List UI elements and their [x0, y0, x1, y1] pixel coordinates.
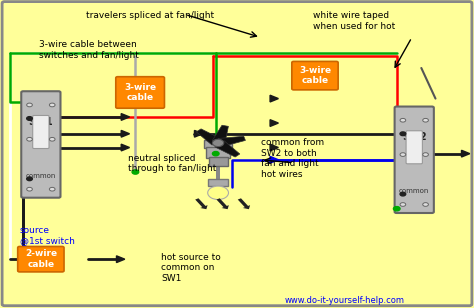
Bar [216, 166, 220, 180]
Polygon shape [218, 136, 246, 147]
Polygon shape [194, 130, 203, 137]
Text: common: common [26, 173, 56, 179]
Text: SW1: SW1 [28, 117, 53, 127]
FancyBboxPatch shape [395, 107, 434, 213]
Text: SW2: SW2 [402, 132, 427, 142]
Circle shape [27, 187, 32, 191]
Circle shape [423, 118, 428, 122]
FancyArrow shape [238, 198, 250, 209]
Circle shape [423, 153, 428, 156]
Text: common from
SW2 to both
fan and light
hot wires: common from SW2 to both fan and light ho… [261, 138, 324, 179]
FancyBboxPatch shape [18, 246, 64, 272]
Polygon shape [121, 144, 129, 151]
Text: 3-wire cable between
switches and fan/light: 3-wire cable between switches and fan/li… [38, 40, 138, 60]
Polygon shape [121, 114, 129, 120]
FancyArrow shape [195, 198, 208, 209]
Bar [204, 140, 232, 148]
Circle shape [393, 207, 400, 211]
Circle shape [423, 203, 428, 206]
Circle shape [400, 192, 406, 196]
Polygon shape [270, 120, 278, 126]
Polygon shape [215, 141, 240, 157]
Circle shape [400, 132, 406, 136]
Circle shape [27, 137, 32, 141]
Circle shape [49, 187, 55, 191]
Circle shape [212, 139, 224, 147]
Text: common: common [399, 188, 429, 194]
Text: neutral spliced
through to fan/light: neutral spliced through to fan/light [128, 154, 217, 173]
Circle shape [49, 103, 55, 107]
Polygon shape [270, 95, 278, 102]
Text: 2-wire
cable: 2-wire cable [25, 249, 57, 269]
Polygon shape [212, 125, 228, 143]
Polygon shape [270, 156, 278, 163]
FancyBboxPatch shape [21, 91, 61, 198]
Polygon shape [196, 129, 221, 145]
Polygon shape [462, 150, 470, 157]
Bar [206, 147, 230, 158]
Polygon shape [117, 256, 125, 262]
Circle shape [27, 103, 32, 107]
Text: white wire taped
when used for hot: white wire taped when used for hot [313, 11, 395, 31]
Circle shape [27, 177, 32, 180]
FancyBboxPatch shape [116, 77, 164, 108]
Circle shape [27, 117, 32, 120]
Bar [209, 157, 228, 167]
FancyBboxPatch shape [33, 116, 49, 148]
Bar [208, 179, 228, 186]
Text: 3-wire
cable: 3-wire cable [299, 66, 331, 85]
FancyArrow shape [217, 198, 229, 209]
Text: hot source to
common on
SW1: hot source to common on SW1 [161, 253, 221, 283]
Polygon shape [121, 130, 129, 137]
Circle shape [400, 118, 406, 122]
Polygon shape [270, 144, 278, 151]
Circle shape [208, 186, 228, 200]
Text: 3-wire
cable: 3-wire cable [124, 83, 156, 102]
Text: www.do-it-yourself-help.com: www.do-it-yourself-help.com [284, 296, 404, 305]
FancyBboxPatch shape [406, 131, 422, 164]
Text: source
@1st switch: source @1st switch [19, 225, 74, 245]
Circle shape [132, 170, 139, 174]
Circle shape [212, 152, 219, 156]
Circle shape [400, 153, 406, 156]
Text: travelers spliced at fan/light: travelers spliced at fan/light [86, 11, 214, 20]
Circle shape [400, 203, 406, 206]
FancyBboxPatch shape [292, 61, 338, 90]
Circle shape [49, 137, 55, 141]
